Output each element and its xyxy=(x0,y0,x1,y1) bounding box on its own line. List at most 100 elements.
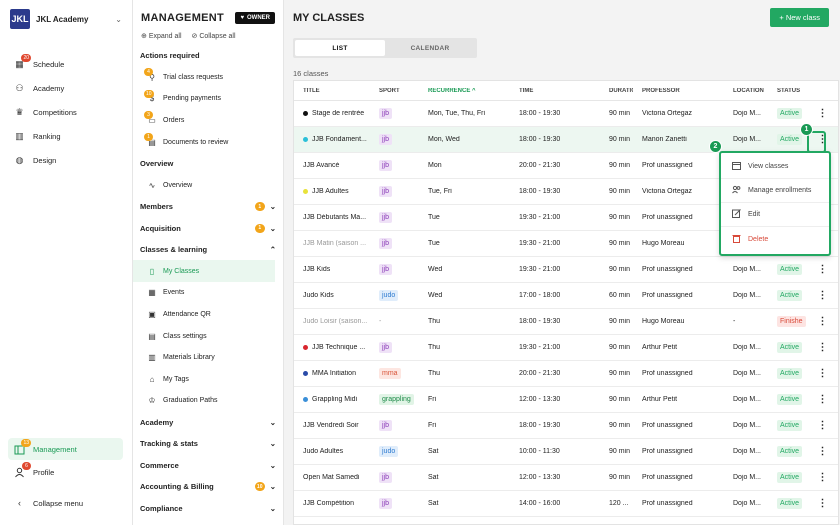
cell-location: Dojo M... xyxy=(733,422,762,429)
table-row[interactable]: JJB Vendredi Soir jjb Fri 18:00 - 19:30 90 m… xyxy=(294,413,838,439)
sub-item-graduation-paths[interactable]: ♔ Graduation Paths xyxy=(133,390,283,412)
col-duration[interactable]: DURATIO xyxy=(609,87,633,94)
more-options-icon[interactable]: ⋮ xyxy=(817,134,828,145)
more-options-icon[interactable]: ⋮ xyxy=(817,394,828,405)
table-row[interactable]: JJB Compétition jjb Sat 14:00 - 16:00 120 ..… xyxy=(294,491,838,517)
chevron-down-icon: ⌄ xyxy=(115,14,122,24)
users-icon xyxy=(732,185,741,196)
chevron-down-icon: ⌄ xyxy=(269,460,276,470)
col-recurrence[interactable]: RECURRENCE ^ xyxy=(428,87,476,94)
menu-view-classes[interactable]: View classes xyxy=(721,155,829,179)
section-label: Academy xyxy=(140,417,174,427)
collapse-menu-button[interactable]: ‹ Collapse menu xyxy=(0,491,132,515)
section-compliance[interactable]: Compliance ⌄ xyxy=(133,498,283,520)
status-badge: Active xyxy=(777,498,803,509)
sub-item-materials-library[interactable]: ▥ Materials Library xyxy=(133,347,283,369)
nav-item-label: Academy xyxy=(33,83,65,93)
nav-item-design[interactable]: ◍ Design xyxy=(0,148,132,172)
action-label: Orders xyxy=(163,116,185,124)
nav-item-competitions[interactable]: ♛ Competitions xyxy=(0,100,132,124)
tab-calendar[interactable]: CALENDAR xyxy=(410,44,450,52)
nav-item-ranking[interactable]: ▥ Ranking xyxy=(0,124,132,148)
color-dot xyxy=(303,397,308,402)
sub-item-class-settings[interactable]: ▤ Class settings xyxy=(133,325,283,347)
cell-duration: 90 min xyxy=(609,162,631,169)
table-row[interactable]: Judo Kids judo Wed 17:00 - 18:00 60 min Prof … xyxy=(294,283,838,309)
col-sport[interactable]: SPORT xyxy=(379,87,400,94)
cell-recurrence: Fri xyxy=(428,396,437,403)
more-options-icon[interactable]: ⋮ xyxy=(817,290,828,301)
sub-item-my-tags[interactable]: ⌂ My Tags xyxy=(133,368,283,390)
cell-professor: Prof unassigned xyxy=(642,474,693,481)
section-tracking[interactable]: Tracking & stats ⌄ xyxy=(133,433,283,455)
cell-title: JJB Vendredi Soir xyxy=(294,422,370,429)
section-actions-required: Actions required xyxy=(133,45,283,67)
more-options-icon[interactable]: ⋮ xyxy=(817,108,828,119)
nav-item-profile[interactable]: 6 Profile xyxy=(0,461,132,484)
more-options-icon[interactable]: ⋮ xyxy=(817,446,828,457)
sub-item-overview[interactable]: ∿ Overview xyxy=(133,174,283,196)
cell-title: JJB Technique ... xyxy=(294,344,370,351)
tab-list[interactable]: LIST xyxy=(295,40,385,56)
action-item[interactable]: ⚲ 4 Trial class requests xyxy=(133,67,283,89)
more-options-icon[interactable]: ⋮ xyxy=(817,420,828,431)
cell-duration: 90 min xyxy=(609,396,631,403)
more-options-icon[interactable]: ⋮ xyxy=(817,472,828,483)
academy-switcher[interactable]: JKL JKL Academy ⌄ xyxy=(0,0,132,38)
action-item[interactable]: ▤ 1 Documents to review xyxy=(133,131,283,153)
col-time[interactable]: TIME xyxy=(519,87,534,94)
menu-manage-enrollments[interactable]: Manage enrollments xyxy=(721,179,829,203)
section-label: Overview xyxy=(140,159,174,169)
section-acquisition[interactable]: Acquisition 1 ⌄ xyxy=(133,217,283,239)
nav-item-schedule[interactable]: ▦ 20 Schedule xyxy=(0,52,132,76)
table-row[interactable]: JJB Kids jjb Wed 19:30 - 21:00 90 min Prof un… xyxy=(294,257,838,283)
col-status[interactable]: STATUS xyxy=(777,87,801,94)
more-options-icon[interactable]: ⋮ xyxy=(817,342,828,353)
table-row[interactable]: JJB Débutants Ma... jjb Tue 19:30 - 21:00 90… xyxy=(294,205,838,231)
section-commerce[interactable]: Commerce ⌄ xyxy=(133,455,283,477)
more-options-icon[interactable]: ⋮ xyxy=(817,498,828,509)
col-professor[interactable]: PROFESSOR xyxy=(642,87,680,94)
more-options-icon[interactable]: ⋮ xyxy=(817,316,828,327)
section-members[interactable]: Members 1 ⌄ xyxy=(133,196,283,218)
table-row[interactable]: Grappling Midi grappling Fri 12:00 - 13:30 9… xyxy=(294,387,838,413)
sub-item-attendance-qr[interactable]: ▣ Attendance QR xyxy=(133,304,283,326)
accounting-badge: 10 xyxy=(254,482,265,492)
table-row[interactable]: JJB Fondament... jjb Mon, Wed 18:00 - 19:30… xyxy=(294,127,838,153)
menu-edit[interactable]: Edit xyxy=(721,203,829,227)
section-academy[interactable]: Academy ⌄ xyxy=(133,412,283,434)
sub-item-my-classes[interactable]: ▯ My Classes xyxy=(133,260,275,283)
cell-duration: 90 min xyxy=(609,110,631,117)
nav-item-academy[interactable]: ⚇ Academy xyxy=(0,76,132,100)
col-location[interactable]: LOCATION xyxy=(733,87,764,94)
table-row[interactable]: Judo Loisir (saison... - Thu 18:00 - 19:30 9… xyxy=(294,309,838,335)
new-class-button[interactable]: + New class xyxy=(770,8,829,27)
more-options-icon[interactable]: ⋮ xyxy=(817,264,828,275)
table-row[interactable]: JJB Adultes jjb Tue, Fri 18:00 - 19:30 90 mi… xyxy=(294,179,838,205)
table-row[interactable]: JJB Matin (saison ... jjb Tue 19:30 - 21:00… xyxy=(294,231,838,257)
nav-item-label: Management xyxy=(33,445,77,454)
section-accounting[interactable]: Accounting & Billing 10 ⌄ xyxy=(133,476,283,498)
sport-tag: jjb xyxy=(379,238,393,249)
cell-status: Active xyxy=(768,472,808,483)
nav-item-management[interactable]: 13 Management xyxy=(0,438,132,461)
more-options-icon[interactable]: ⋮ xyxy=(817,368,828,379)
sub-item-events[interactable]: ▦ Events xyxy=(133,282,283,304)
action-item[interactable]: $10 Pending payments xyxy=(133,88,283,110)
cell-recurrence: Thu xyxy=(428,344,441,351)
table-row[interactable]: Judo Adultes judo Sat 10:00 - 11:30 90 min Pr… xyxy=(294,439,838,465)
table-row[interactable]: Open Mat Samedi jjb Sat 12:00 - 13:30 90 min… xyxy=(294,465,838,491)
cell-status: Active xyxy=(768,394,808,405)
table-row[interactable]: JJB Technique ... jjb Thu 19:30 - 21:00 90 m… xyxy=(294,335,838,361)
action-item[interactable]: ▭ 3 Orders xyxy=(133,110,283,132)
col-title[interactable]: TITLE xyxy=(303,87,320,94)
cell-recurrence: Fri xyxy=(428,422,437,429)
expand-all-button[interactable]: ⊕ Expand all xyxy=(141,32,182,40)
menu-delete[interactable]: Delete xyxy=(721,227,829,251)
table-row[interactable]: Stage de rentrée jjb Mon, Tue, Thu, Fri 18:… xyxy=(294,101,838,127)
heart-icon: ♥ xyxy=(240,15,244,21)
table-row[interactable]: JJB Avancé jjb Mon 20:00 - 21:30 90 min Prof … xyxy=(294,153,838,179)
section-classes-learning[interactable]: Classes & learning ⌃ xyxy=(133,239,283,261)
collapse-all-button[interactable]: ⊘ Collapse all xyxy=(192,32,236,40)
table-row[interactable]: MMA Initiation mma Thu 20:00 - 21:30 90 min P… xyxy=(294,361,838,387)
